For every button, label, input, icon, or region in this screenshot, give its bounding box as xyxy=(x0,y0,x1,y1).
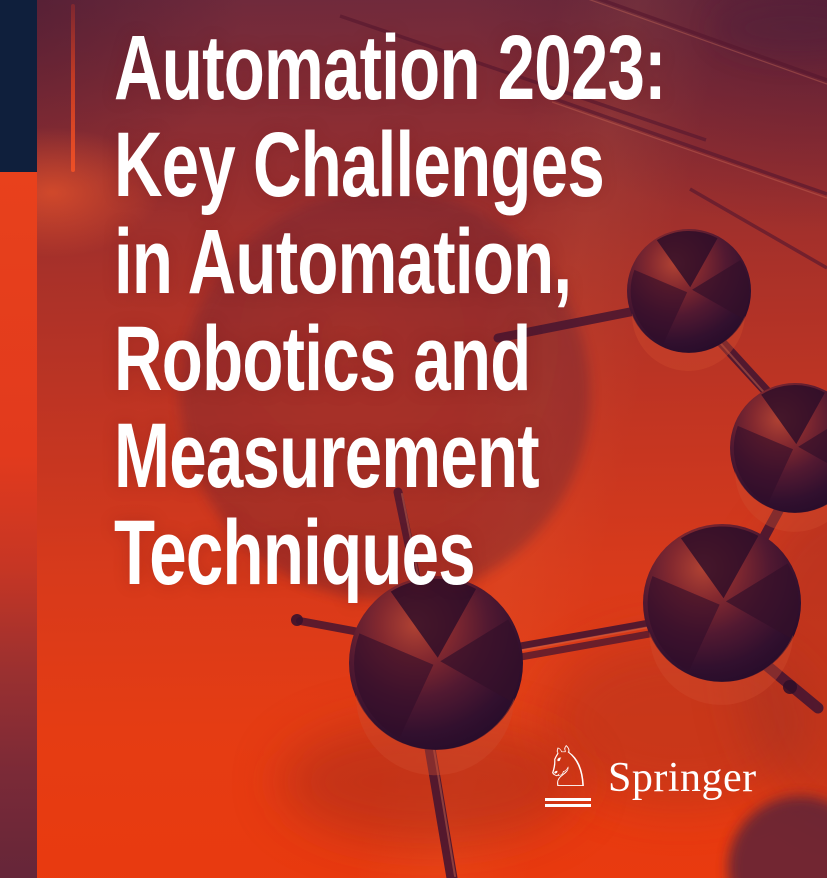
publisher-wordmark: Springer xyxy=(608,755,757,801)
title-line-2: Key Challenges xyxy=(114,114,605,216)
knight-glyph: ♘ xyxy=(542,735,594,800)
logo-rule-top xyxy=(545,798,591,801)
book-title: Automation 2023: Key Challenges in Autom… xyxy=(114,20,827,602)
logo-rule-bottom xyxy=(545,804,591,807)
title-line-5: Measurement xyxy=(114,405,540,507)
title-line-3: in Automation, xyxy=(114,211,572,313)
title-line-4: Robotics and xyxy=(114,308,531,410)
left-edge-strip xyxy=(0,172,37,878)
springer-logo: ♘ Springer xyxy=(541,740,757,807)
accent-line xyxy=(71,4,75,172)
navy-corner-block xyxy=(0,0,37,172)
chess-knight-horse-icon: ♘ xyxy=(541,740,595,807)
title-line-1: Automation 2023: xyxy=(114,17,667,119)
title-line-6: Techniques xyxy=(114,502,476,604)
